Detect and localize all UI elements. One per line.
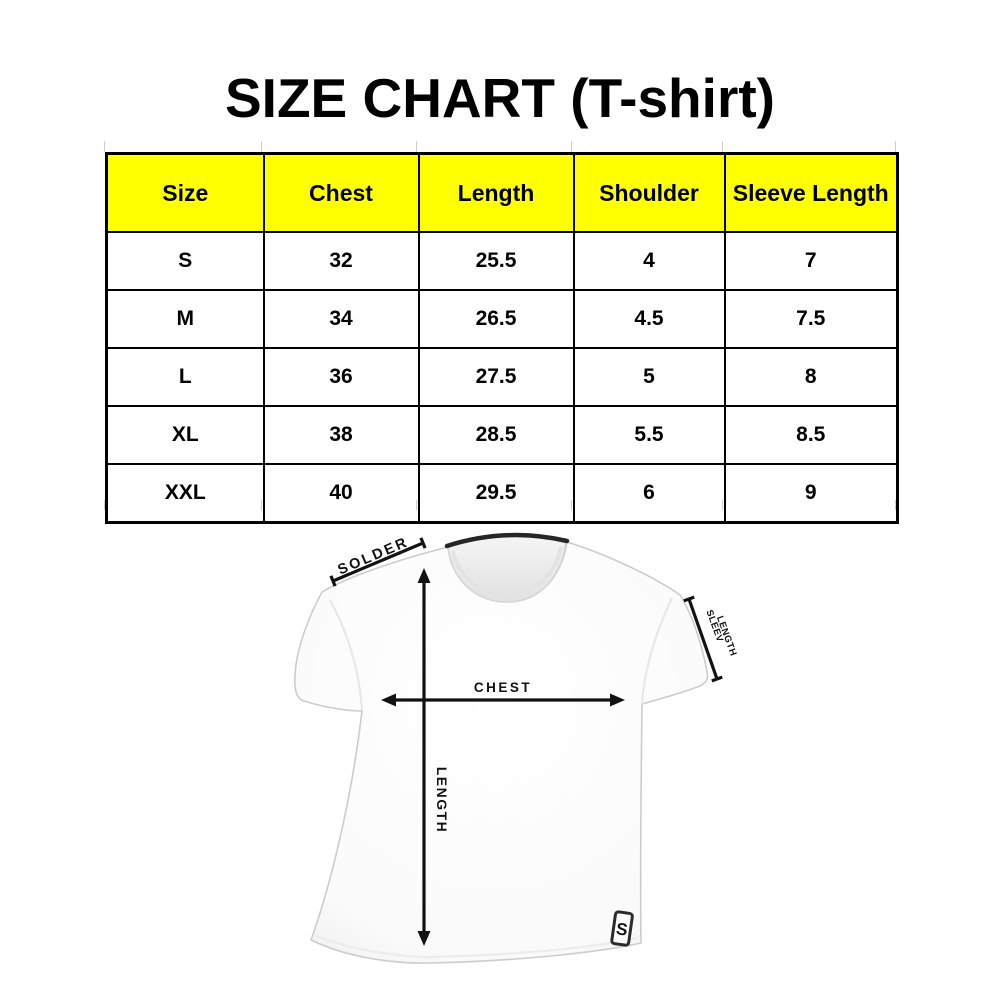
brand-logo-glyph: S — [615, 919, 629, 939]
cell-length: 28.5 — [417, 405, 575, 465]
cell-size: M — [105, 289, 265, 349]
tshirt-right-sleeve-seam — [640, 597, 673, 705]
tshirt-body — [294, 540, 709, 964]
tshirt-illustration: S — [294, 532, 709, 964]
sleeve-length-label: SLEEV LENGTH — [703, 608, 738, 657]
table-row: L 36 27.5 5 8 — [105, 347, 899, 407]
table-row: M 34 26.5 4.5 7.5 — [105, 289, 899, 349]
length-label: LENGTH — [434, 767, 450, 834]
cell-shoulder: 4 — [572, 231, 726, 291]
cell-size: XL — [105, 405, 265, 465]
cell-shoulder: 4.5 — [572, 289, 726, 349]
cell-shoulder: 5 — [572, 347, 726, 407]
cell-sleeve: 8 — [723, 347, 899, 407]
cell-shoulder: 5.5 — [572, 405, 726, 465]
cell-sleeve: 7.5 — [723, 289, 899, 349]
table-header-row: Size Chest Length Shoulder Sleeve Length — [105, 152, 899, 233]
cell-chest: 38 — [262, 405, 420, 465]
col-header-sleeve-length: Sleeve Length — [723, 152, 899, 233]
tshirt-collar-band — [451, 546, 563, 598]
cell-sleeve: 7 — [723, 231, 899, 291]
col-header-length: Length — [417, 152, 575, 233]
cell-size: L — [105, 347, 265, 407]
measurement-arrows — [329, 537, 723, 946]
cell-chest: 36 — [262, 347, 420, 407]
table-row: XL 38 28.5 5.5 8.5 — [105, 405, 899, 465]
tshirt-collar-line — [444, 532, 570, 549]
cell-size: S — [105, 231, 265, 291]
tshirt-hem-seam — [314, 933, 638, 959]
size-table-wrap: Size Chest Length Shoulder Sleeve Length… — [105, 152, 899, 524]
cell-length: 29.5 — [417, 463, 575, 524]
cell-sleeve: 9 — [723, 463, 899, 524]
cell-size: XXL — [105, 463, 265, 524]
table-row: XXL 40 29.5 6 9 — [105, 463, 899, 524]
tshirt-left-sleeve-seam — [329, 599, 364, 711]
chest-label: CHEST — [474, 680, 532, 695]
table-row: S 32 25.5 4 7 — [105, 231, 899, 291]
col-header-shoulder: Shoulder — [572, 152, 726, 233]
col-header-size: Size — [105, 152, 265, 233]
brand-logo-patch: S — [610, 910, 634, 947]
size-table: Size Chest Length Shoulder Sleeve Length… — [105, 152, 899, 524]
cell-length: 27.5 — [417, 347, 575, 407]
cell-sleeve: 8.5 — [723, 405, 899, 465]
col-header-chest: Chest — [262, 152, 420, 233]
cell-length: 25.5 — [417, 231, 575, 291]
shoulder-arrow — [329, 537, 427, 587]
cell-chest: 40 — [262, 463, 420, 524]
length-arrow — [417, 568, 431, 946]
cell-chest: 32 — [262, 231, 420, 291]
cell-chest: 34 — [262, 289, 420, 349]
chest-arrow — [381, 693, 625, 707]
sleeve-length-arrow — [683, 595, 723, 683]
cell-length: 26.5 — [417, 289, 575, 349]
cell-shoulder: 6 — [572, 463, 726, 524]
page-title: SIZE CHART (T-shirt) — [225, 67, 775, 129]
